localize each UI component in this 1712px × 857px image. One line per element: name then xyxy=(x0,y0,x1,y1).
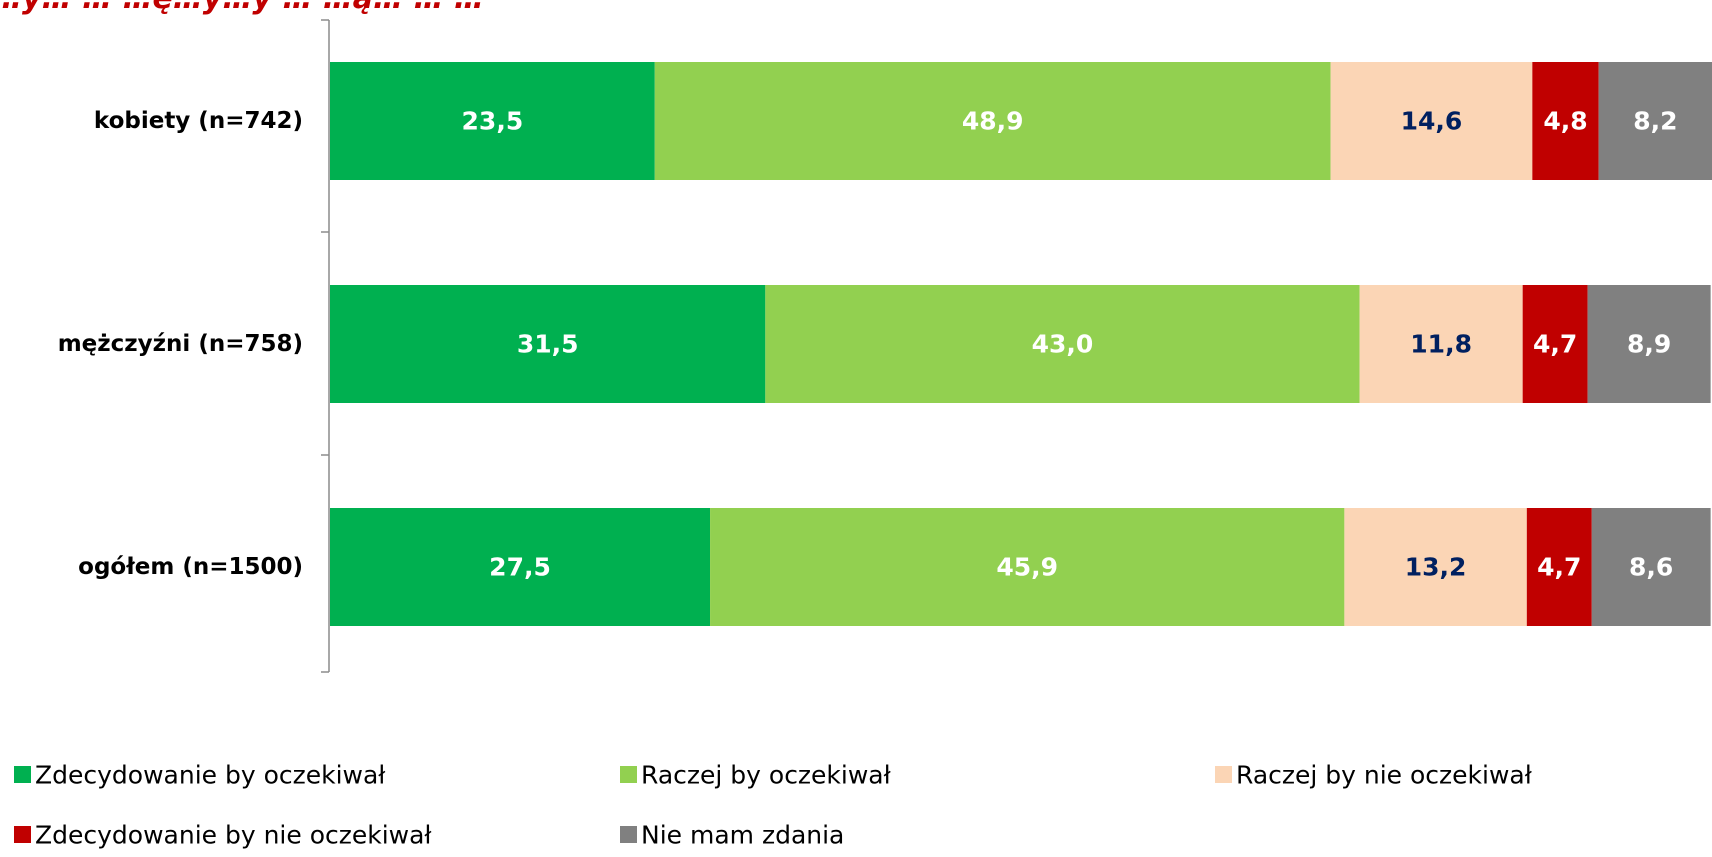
bar-zdecydowanie-by-nie-oczekiwal-2 xyxy=(1526,508,1592,626)
bars: 23,5 48,9 14,6 4,8 8,2 31,5 43,0 11,8 4,7 8,9 27,5… xyxy=(330,62,1712,626)
data-label-raczej-by-nie-oczekiwal-1: 11,8 xyxy=(1410,330,1472,359)
data-label-raczej-by-oczekiwal-0: 48,9 xyxy=(962,107,1024,136)
bar-nie-mam-zdania-2 xyxy=(1591,508,1711,626)
legend-label-zdecydowanie-by-nie-oczekiwal: Zdecydowanie by nie oczekiwał xyxy=(35,821,432,850)
data-label-zdecydowanie-by-nie-oczekiwal-2: 4,7 xyxy=(1537,553,1581,582)
bar-raczej-by-oczekiwal-0 xyxy=(654,62,1331,180)
data-label-nie-mam-zdania-2: 8,6 xyxy=(1629,553,1673,582)
bar-nie-mam-zdania-0 xyxy=(1598,62,1712,180)
bar-zdecydowanie-by-nie-oczekiwal-1 xyxy=(1522,285,1588,403)
legend-label-raczej-by-nie-oczekiwal: Raczej by nie oczekiwał xyxy=(1236,761,1533,790)
legend-label-zdecydowanie-by-oczekiwal: Zdecydowanie by oczekiwał xyxy=(35,761,386,790)
data-label-zdecydowanie-by-oczekiwal-0: 23,5 xyxy=(462,107,524,136)
category-axis: kobiety (n=742) mężczyźni (n=758) ogółem (… xyxy=(58,19,330,673)
data-label-raczej-by-nie-oczekiwal-0: 14,6 xyxy=(1401,107,1463,136)
bar-nie-mam-zdania-1 xyxy=(1587,285,1711,403)
bar-zdecydowanie-by-oczekiwal-1 xyxy=(330,285,766,403)
data-label-zdecydowanie-by-nie-oczekiwal-1: 4,7 xyxy=(1533,330,1577,359)
category-label-2: ogółem (n=1500) xyxy=(78,554,303,580)
data-label-raczej-by-oczekiwal-2: 45,9 xyxy=(996,553,1058,582)
legend-swatch-zdecydowanie-by-nie-oczekiwal xyxy=(14,826,31,843)
data-label-nie-mam-zdania-0: 8,2 xyxy=(1633,107,1677,136)
legend-swatch-zdecydowanie-by-oczekiwal xyxy=(14,766,31,783)
data-label-raczej-by-oczekiwal-1: 43,0 xyxy=(1032,330,1094,359)
data-label-raczej-by-nie-oczekiwal-2: 13,2 xyxy=(1405,553,1467,582)
bar-zdecydowanie-by-oczekiwal-2 xyxy=(330,508,711,626)
bar-raczej-by-nie-oczekiwal-0 xyxy=(1330,62,1533,180)
data-label-zdecydowanie-by-oczekiwal-2: 27,5 xyxy=(489,553,551,582)
chart-title: …y… … …ę…y…y … …ą… … … xyxy=(0,0,484,16)
legend-swatch-raczej-by-nie-oczekiwal xyxy=(1215,766,1232,783)
data-label-zdecydowanie-by-nie-oczekiwal-0: 4,8 xyxy=(1543,107,1587,136)
category-label-0: kobiety (n=742) xyxy=(94,108,303,134)
legend-swatch-nie-mam-zdania xyxy=(620,826,637,843)
data-label-zdecydowanie-by-oczekiwal-1: 31,5 xyxy=(517,330,579,359)
legend-label-nie-mam-zdania: Nie mam zdania xyxy=(641,821,844,850)
bar-raczej-by-nie-oczekiwal-1 xyxy=(1359,285,1523,403)
bar-raczej-by-oczekiwal-2 xyxy=(710,508,1345,626)
legend-swatch-raczej-by-oczekiwal xyxy=(620,766,637,783)
legend: Zdecydowanie by oczekiwał Raczej by oczek… xyxy=(14,761,1533,850)
category-label-1: mężczyźni (n=758) xyxy=(58,331,303,357)
bar-zdecydowanie-by-oczekiwal-0 xyxy=(330,62,655,180)
bar-raczej-by-oczekiwal-1 xyxy=(765,285,1360,403)
bar-raczej-by-nie-oczekiwal-2 xyxy=(1344,508,1527,626)
legend-label-raczej-by-oczekiwal: Raczej by oczekiwał xyxy=(641,761,892,790)
data-label-nie-mam-zdania-1: 8,9 xyxy=(1627,330,1671,359)
bar-zdecydowanie-by-nie-oczekiwal-0 xyxy=(1532,62,1599,180)
